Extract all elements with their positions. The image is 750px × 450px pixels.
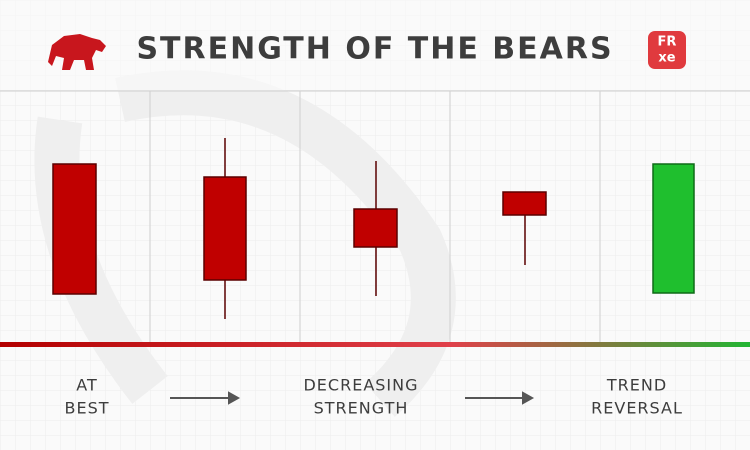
candles xyxy=(52,138,695,319)
header-bg xyxy=(0,0,750,90)
stage-label: TREND xyxy=(606,376,667,395)
logo-bottom: xe xyxy=(658,51,675,66)
gradient-bar xyxy=(0,342,750,347)
stage-label: DECREASING xyxy=(303,376,418,395)
panel-dividers xyxy=(149,91,601,342)
logo-box xyxy=(648,31,686,69)
title: STRENGTH OF THE BEARS xyxy=(136,32,613,67)
stage-label: AT xyxy=(76,376,97,395)
stage-label: REVERSAL xyxy=(591,399,683,418)
bear-icon xyxy=(48,34,106,70)
stage-label: BEST xyxy=(64,399,109,418)
candle xyxy=(203,176,247,281)
stage-label: STRENGTH xyxy=(314,399,409,418)
logo-top: FR xyxy=(658,35,677,50)
candle xyxy=(353,208,398,248)
candle xyxy=(52,163,97,295)
candle xyxy=(652,163,695,294)
arrows xyxy=(170,391,535,405)
candle xyxy=(502,191,547,216)
